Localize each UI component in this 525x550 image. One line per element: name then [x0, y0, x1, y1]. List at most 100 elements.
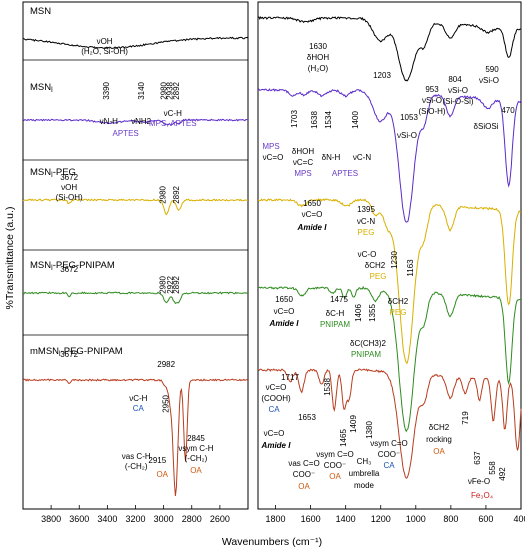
x-tick-label: 3200	[125, 514, 145, 524]
x-tick-label: 3400	[97, 514, 117, 524]
spectrum-trace-left	[22, 118, 249, 126]
peak-annotation: 1465	[339, 429, 348, 447]
peak-annotation: rocking	[426, 435, 452, 444]
peak-annotation: Amide I	[269, 319, 300, 328]
peak-annotation: νC=O	[274, 307, 295, 316]
peak-annotation: δN-H	[322, 153, 341, 162]
peak-annotation: 2845	[187, 434, 205, 443]
series-label-msnl-peg: MSNl-PEG	[30, 167, 76, 179]
peak-annotation: 2980	[159, 275, 168, 293]
peak-annotation: νC-H	[164, 109, 182, 118]
peak-annotation: Amide I	[261, 441, 292, 450]
peak-annotation: 3672	[60, 265, 78, 274]
peak-annotation: 2938	[165, 81, 174, 99]
peak-annotation: 1534	[324, 111, 333, 129]
peak-annotation: νsym C=O	[370, 439, 408, 448]
x-tick-label: 1200	[371, 514, 391, 524]
peak-annotation: 2915	[148, 456, 166, 465]
right-panel-frame	[257, 1, 522, 510]
peak-annotation: 2950	[162, 394, 171, 412]
peak-annotation: CH₃	[357, 457, 372, 466]
peak-annotation: 1538	[323, 378, 332, 396]
peak-annotation: 1406	[354, 304, 363, 322]
right-spectra	[257, 16, 522, 479]
x-axis-label: Wavenumbers (cm⁻¹)	[222, 536, 322, 548]
peak-annotation: δCH2	[365, 261, 386, 270]
series-label-msnl: MSNl	[30, 82, 53, 94]
peak-annotation: OA	[433, 447, 445, 456]
peak-annotation: umbrella	[349, 469, 380, 478]
peak-annotation: (H₂O)	[308, 64, 329, 73]
peak-annotation: mode	[354, 481, 375, 490]
peak-annotation: COO⁻	[378, 450, 400, 459]
peak-annotation: (Si-OH)	[56, 193, 83, 202]
peak-annotation: νC-N	[357, 217, 375, 226]
spectrum-trace-right	[257, 198, 522, 365]
peak-annotation: 637	[473, 451, 482, 465]
peak-annotation: νOH	[61, 183, 77, 192]
peak-annotation: 3390	[102, 81, 111, 99]
left-panel-frame	[22, 1, 249, 510]
peak-annotation: 1355	[368, 304, 377, 322]
peak-annotation: 2892	[172, 275, 181, 293]
peak-annotation: νFe-O	[468, 477, 490, 486]
peak-annotation: δC(CH3)2	[350, 339, 387, 348]
peak-annotation: δHOH	[307, 53, 329, 62]
peak-annotation: 1053	[400, 113, 418, 122]
peak-annotation: νC=O	[266, 383, 287, 392]
peak-annotation: 1203	[373, 71, 391, 80]
peak-annotation: OA	[156, 470, 168, 479]
right-x-axis: 1800 1600 1400 1200 1000 800 600 400	[266, 505, 525, 524]
spectrum-trace-right	[258, 16, 522, 82]
peak-annotation: 1650	[275, 295, 293, 304]
peak-annotation: 1400	[351, 111, 360, 129]
peak-annotation: PEG	[358, 228, 375, 237]
peak-annotation: 3672	[60, 350, 78, 359]
peak-annotation: 804	[448, 75, 462, 84]
peak-annotation: OA	[190, 466, 202, 475]
peak-annotation: MPS	[294, 169, 311, 178]
peak-annotation: νas C-H	[122, 452, 151, 461]
peak-annotation: νSi-O	[479, 76, 499, 85]
peak-annotation: (H₂O, Si-OH)	[81, 47, 128, 56]
peak-annotation: 2980	[159, 185, 168, 203]
peak-annotation: COO⁻	[293, 470, 315, 479]
peak-annotation: OA	[329, 472, 341, 481]
y-axis-label: %Transmittance (a.u.)	[4, 207, 16, 310]
peak-annotation: νN-H	[100, 117, 118, 126]
peak-annotation: 492	[498, 467, 507, 481]
peak-annotation: 1380	[365, 421, 374, 439]
spectrum-trace-left	[22, 291, 249, 305]
peak-annotation: (COOH)	[261, 394, 291, 403]
peak-annotation: 558	[488, 461, 497, 475]
peak-annotation: 1630	[309, 42, 327, 51]
peak-annotation: νC=O	[302, 210, 323, 219]
peak-annotation: 2892	[172, 81, 181, 99]
x-tick-label: 800	[443, 514, 458, 524]
spectrum-trace-right	[257, 368, 522, 479]
spectrum-trace-left	[22, 36, 249, 50]
x-tick-label: 3600	[69, 514, 89, 524]
x-tick-label: 3800	[41, 514, 61, 524]
peak-annotation: δCH2	[388, 297, 409, 306]
peak-annotation: νsym C-H	[178, 444, 213, 453]
peak-annotation: CA	[268, 405, 280, 414]
peak-annotation: CA	[383, 461, 395, 470]
peak-annotation: δC-H	[326, 309, 345, 318]
spectrum-trace-left	[22, 378, 249, 497]
peak-annotation: MPS, APTES	[149, 119, 197, 128]
left-x-axis: 3800 3600 3400 3200 3000 2800 2600	[41, 505, 230, 524]
peak-annotation: PEG	[370, 272, 387, 281]
peak-annotation: APTES	[332, 169, 358, 178]
x-tick-label: 400	[513, 514, 525, 524]
x-tick-label: 1000	[406, 514, 426, 524]
peak-annotation: 1230	[390, 251, 399, 269]
peak-annotation: 2922	[166, 275, 175, 293]
peak-annotation: (SiO-H)	[418, 107, 445, 116]
peak-annotation: PNIPAM	[351, 350, 381, 359]
peak-annotation: 3672	[60, 173, 78, 182]
peak-annotation: νas C=O	[288, 459, 319, 468]
series-label-mmsnl-peg-pnipam: mMSNl-PEG-PNIPAM	[30, 346, 123, 358]
peak-annotation: 1650	[303, 199, 321, 208]
